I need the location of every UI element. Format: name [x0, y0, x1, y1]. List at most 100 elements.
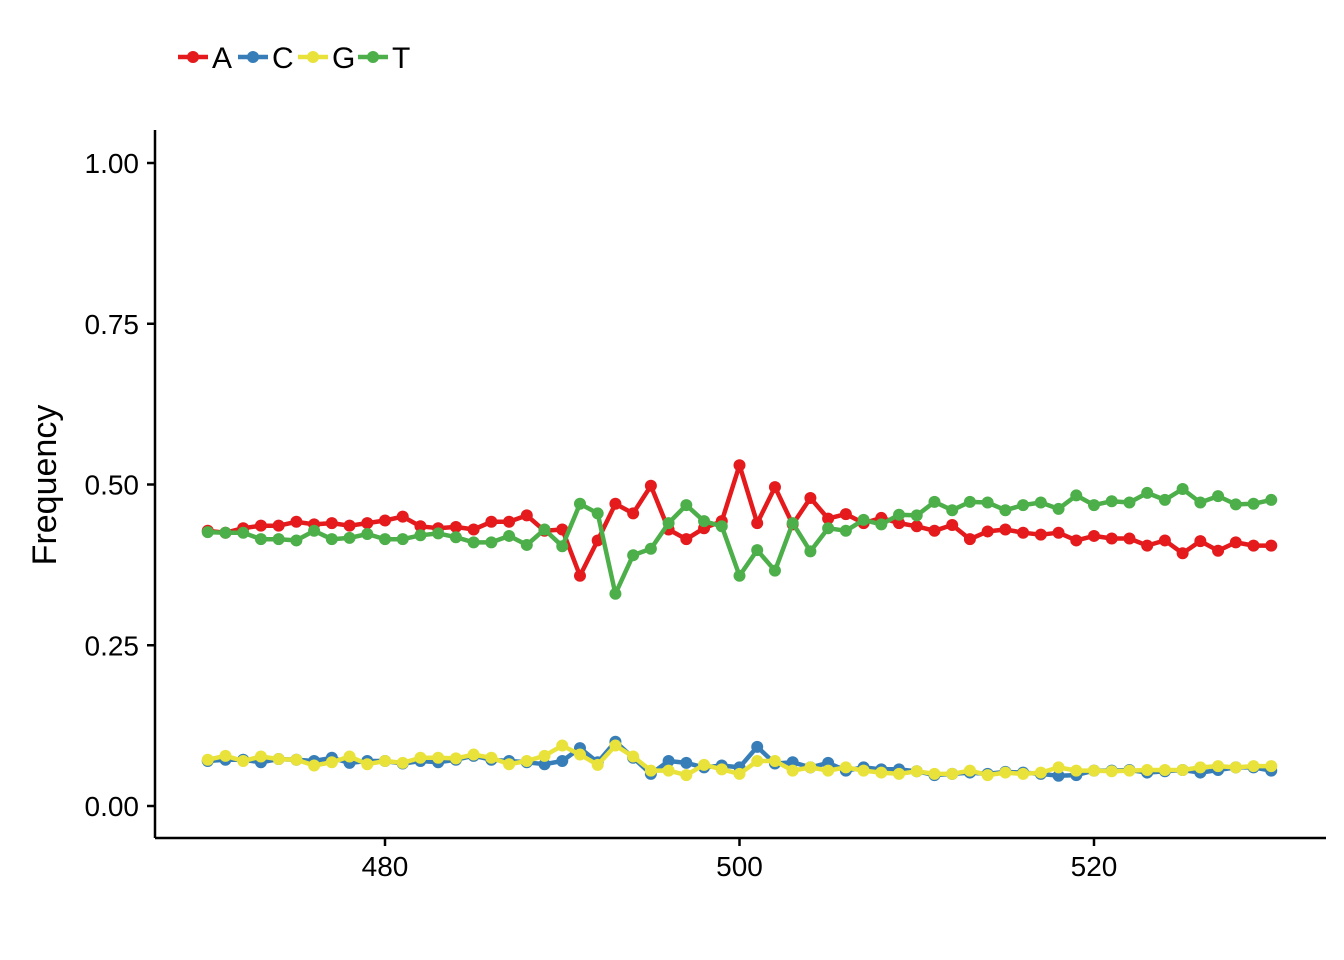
data-point: [591, 758, 604, 771]
data-point: [1141, 486, 1154, 499]
data-point: [893, 767, 906, 780]
data-point: [396, 756, 409, 769]
data-point: [361, 517, 374, 530]
legend-item-C: C: [238, 42, 294, 75]
data-point: [768, 754, 781, 767]
data-point: [1229, 498, 1242, 511]
data-point: [751, 740, 764, 753]
y-axis-title: Frequency: [26, 405, 64, 566]
data-point: [520, 509, 533, 522]
data-point: [379, 754, 391, 767]
data-point: [396, 510, 409, 523]
y-tick-label: 0.50: [85, 470, 140, 501]
legend-item-T: T: [358, 42, 410, 75]
data-point: [343, 750, 356, 763]
data-point: [556, 523, 569, 536]
data-point: [1229, 536, 1242, 549]
data-point: [999, 523, 1012, 536]
data-point: [520, 538, 533, 551]
legend-label: T: [392, 42, 410, 75]
data-point: [662, 764, 675, 777]
legend-key-point: [247, 51, 259, 63]
legend-item-A: A: [178, 42, 232, 75]
data-point: [1123, 532, 1136, 545]
series-A: [201, 459, 1278, 582]
data-point: [219, 526, 232, 539]
data-point: [1212, 490, 1225, 503]
data-point: [715, 763, 728, 776]
data-point: [662, 517, 675, 530]
data-point: [573, 748, 586, 761]
data-point: [361, 528, 374, 541]
data-point: [1265, 539, 1278, 552]
data-point: [928, 524, 941, 537]
data-point: [343, 531, 356, 544]
data-point: [1052, 769, 1065, 782]
data-point: [1088, 764, 1100, 777]
data-point: [804, 492, 817, 505]
data-point: [1229, 761, 1242, 774]
data-point: [449, 752, 462, 765]
data-point: [644, 479, 657, 492]
y-tick-label: 0.00: [85, 791, 140, 822]
data-point: [325, 517, 338, 530]
data-point: [1052, 761, 1065, 774]
data-point: [1034, 766, 1047, 779]
data-point: [1141, 539, 1154, 552]
data-point: [414, 751, 427, 764]
data-point: [573, 497, 586, 510]
data-point: [627, 549, 640, 562]
data-point: [768, 564, 781, 577]
data-point: [591, 507, 604, 520]
data-point: [910, 765, 923, 778]
legend-key-point: [307, 51, 319, 63]
data-point: [963, 764, 976, 777]
data-point: [786, 517, 799, 530]
data-point: [485, 751, 498, 764]
data-point: [822, 764, 835, 777]
data-point: [254, 533, 267, 546]
legend-key-point: [187, 51, 199, 63]
data-point: [857, 513, 870, 526]
y-axis: 0.00 0.25 0.50 0.75 1.00: [85, 130, 157, 838]
data-point: [520, 754, 533, 767]
data-point: [946, 504, 959, 517]
data-point: [910, 509, 923, 522]
data-point: [1017, 526, 1030, 539]
data-point: [1176, 483, 1189, 496]
series-T: [201, 483, 1278, 600]
data-point: [698, 758, 711, 771]
data-point: [1088, 529, 1100, 542]
data-point: [361, 758, 374, 771]
data-point: [946, 519, 959, 532]
data-point: [325, 533, 338, 546]
data-point: [1247, 760, 1260, 773]
data-point: [804, 545, 817, 558]
data-point: [875, 766, 888, 779]
data-point: [999, 504, 1012, 517]
data-point: [308, 524, 321, 537]
data-point: [963, 495, 976, 508]
data-point: [201, 753, 214, 766]
data-point: [1212, 544, 1225, 557]
data-point: [662, 754, 675, 767]
data-point: [946, 767, 959, 780]
data-point: [1158, 763, 1171, 776]
data-point: [981, 496, 994, 509]
data-point: [1194, 761, 1207, 774]
data-point: [254, 750, 267, 763]
data-point: [644, 764, 657, 777]
data-point: [503, 758, 516, 771]
x-axis: 480 500 520: [155, 836, 1326, 882]
data-point: [804, 761, 817, 774]
data-point: [875, 518, 888, 531]
data-point: [1176, 547, 1189, 560]
data-point: [254, 519, 267, 532]
data-point: [290, 515, 303, 528]
data-point: [1105, 495, 1118, 508]
data-point: [1158, 493, 1171, 506]
data-point: [733, 569, 746, 582]
data-point: [432, 751, 445, 764]
data-point: [839, 508, 852, 521]
data-point: [627, 507, 640, 520]
